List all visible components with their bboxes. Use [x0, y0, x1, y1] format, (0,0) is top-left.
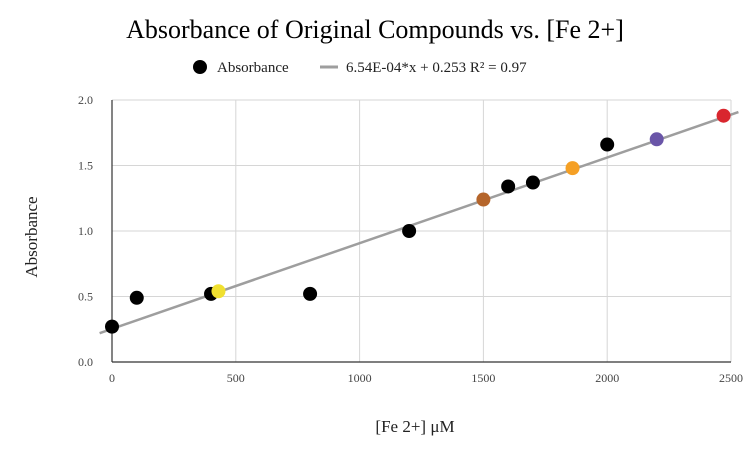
y-tick-label: 0.0 [78, 355, 93, 369]
axes [111, 100, 731, 363]
x-tick-label: 2000 [595, 371, 619, 385]
x-tick-label: 500 [227, 371, 245, 385]
data-point [476, 192, 491, 207]
y-tick-label: 1.0 [78, 224, 93, 238]
trendline-group [99, 110, 739, 335]
data-point [649, 132, 664, 147]
data-point [600, 137, 615, 152]
x-tick-label: 0 [109, 371, 115, 385]
data-point [105, 319, 119, 334]
legend: Absorbance 6.54E-04*x + 0.253 R² = 0.97 [193, 60, 527, 76]
y-tick-label: 2.0 [78, 93, 93, 107]
legend-marker-absorbance [193, 60, 207, 74]
y-axis-title: Absorbance [22, 196, 41, 277]
x-axis-title: [Fe 2+] μM [375, 417, 454, 436]
gridlines [112, 99, 732, 362]
data-points [105, 108, 731, 334]
tick-labels: 0.0 0.5 1.0 1.5 2.0 0 500 1000 1500 2000 2500 [78, 93, 743, 385]
y-tick-label: 1.5 [78, 159, 93, 173]
x-tick-label: 1500 [471, 371, 495, 385]
legend-label-absorbance: Absorbance [217, 60, 289, 76]
data-point [129, 290, 144, 305]
chart-title: Absorbance of Original Compounds vs. [Fe… [126, 15, 624, 44]
data-point [402, 224, 417, 238]
x-tick-label: 1000 [348, 371, 372, 385]
trendline [99, 110, 739, 335]
y-tick-label: 0.5 [78, 290, 93, 304]
x-tick-label: 2500 [719, 371, 743, 385]
data-point [525, 175, 540, 190]
data-point [716, 108, 731, 123]
data-point [565, 161, 580, 176]
data-point [501, 179, 516, 194]
data-point [303, 286, 318, 301]
data-point [211, 284, 226, 299]
legend-label-trendline: 6.54E-04*x + 0.253 R² = 0.97 [346, 60, 527, 76]
